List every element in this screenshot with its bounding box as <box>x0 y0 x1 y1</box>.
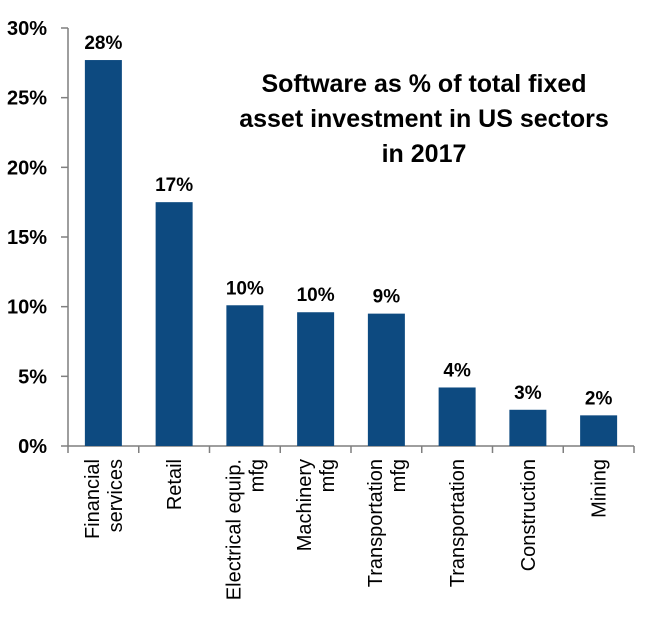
y-tick-label: 20% <box>7 157 47 179</box>
category-label: Machinery mfg <box>294 459 339 551</box>
bar <box>367 313 405 446</box>
data-labels: 28% 17% 10% 10% 9% 4% 3% 2% <box>84 33 612 409</box>
y-tick-label: 0% <box>18 436 47 458</box>
category-label-line: Retail <box>164 459 186 510</box>
category-label: Transportation <box>447 459 469 587</box>
category-label: Financial services <box>82 459 127 539</box>
data-label: 10% <box>297 285 335 306</box>
category-label-line: Construction <box>518 459 540 571</box>
category-label-line: mfg <box>246 459 268 492</box>
y-tick-label: 5% <box>18 366 47 388</box>
y-tick-label: 30% <box>7 18 47 40</box>
y-tick-label: 15% <box>7 227 47 249</box>
data-label: 9% <box>373 287 401 308</box>
data-label: 3% <box>514 383 542 404</box>
y-tick-label: 10% <box>7 297 47 319</box>
bar <box>155 202 193 446</box>
category-label-line: Transportation <box>447 459 469 587</box>
bar <box>509 409 547 446</box>
category-label: Electrical equip. mfg <box>223 459 268 600</box>
y-tick-label: 25% <box>7 88 47 110</box>
category-label-line: mfg <box>388 459 410 492</box>
bar <box>438 387 476 446</box>
title-line-2: asset investment in US sectors <box>239 105 609 133</box>
data-label: 4% <box>443 360 471 381</box>
data-label: 2% <box>585 388 613 409</box>
category-label-line: Financial <box>82 459 104 539</box>
bar <box>297 312 335 446</box>
title-line-1: Software as % of total fixed <box>261 70 586 98</box>
x-axis <box>67 445 635 453</box>
category-label: Retail <box>164 459 186 510</box>
chart-title: Software as % of total fixed asset inves… <box>239 70 609 168</box>
category-label-line: Machinery <box>294 459 316 551</box>
title-line-3: in 2017 <box>382 140 467 168</box>
category-label: Transportation mfg <box>365 459 410 587</box>
data-label: 28% <box>84 33 122 54</box>
category-label: Construction <box>518 459 540 571</box>
y-axis: 0% 5% 10% 15% 20% 25% 30% <box>7 18 69 458</box>
category-label-line: mfg <box>317 459 339 492</box>
bar <box>84 60 122 447</box>
bar <box>226 305 264 446</box>
data-label: 10% <box>226 278 264 299</box>
category-label: Mining <box>589 459 611 518</box>
category-label-line: services <box>105 459 127 532</box>
category-label-line: Transportation <box>365 459 387 587</box>
data-label: 17% <box>155 175 193 196</box>
bar <box>580 415 618 446</box>
category-label-line: Mining <box>589 459 611 518</box>
category-labels: Financial services Retail Electrical equip.… <box>82 459 611 600</box>
category-label-line: Electrical equip. <box>223 459 245 600</box>
bars <box>84 60 618 447</box>
